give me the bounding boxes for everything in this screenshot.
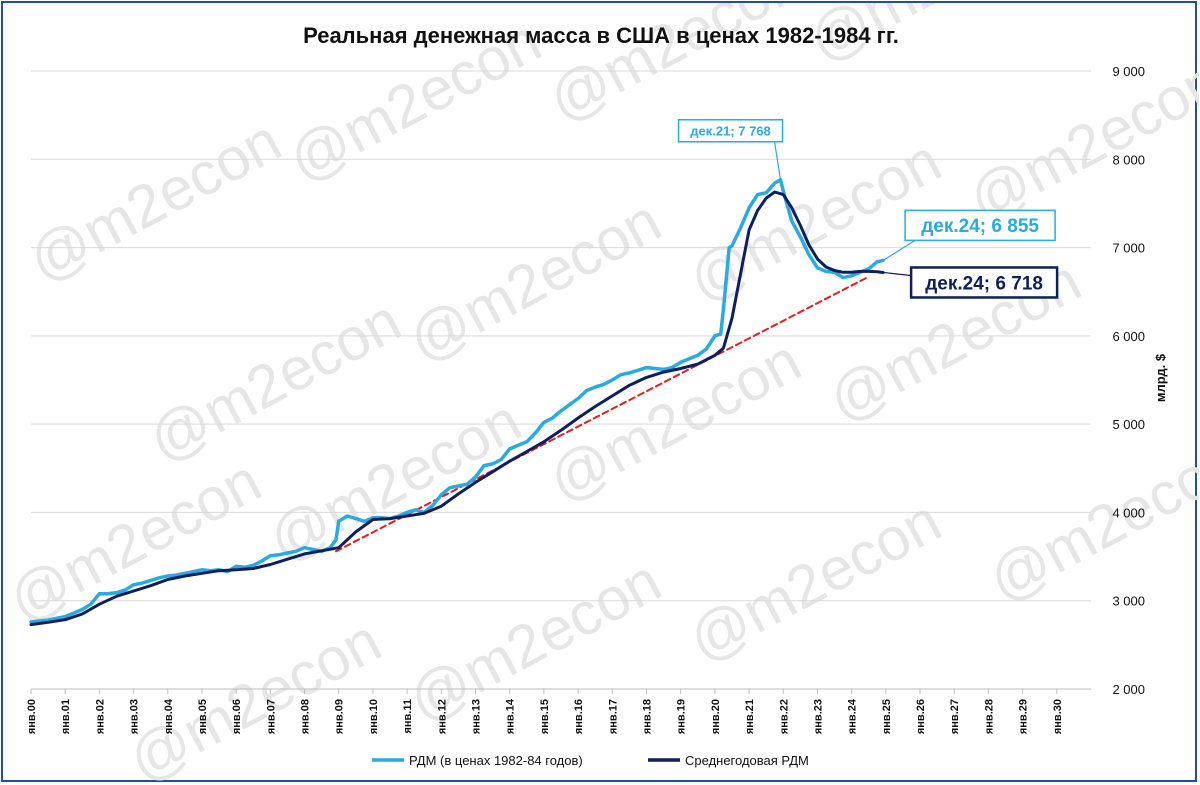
y-tick-label: 4 000 [1112, 505, 1145, 520]
chart-canvas: @m2econ@m2econ@m2econ@m2econ@m2econ @m2ec… [3, 3, 1199, 784]
watermarks: @m2econ@m2econ@m2econ@m2econ@m2econ @m2ec… [3, 3, 1199, 784]
annotations: дек.21; 7 768 дек.24; 6 855 дек.24; 6 718 [677, 119, 1059, 299]
x-tick-label: янв.23 [812, 699, 824, 734]
y-tick-label: 5 000 [1112, 417, 1145, 432]
x-tick-label: янв.00 [26, 699, 38, 734]
y-tick-label: 2 000 [1112, 682, 1145, 697]
watermark-text: @m2econ [258, 387, 532, 575]
x-tick-label: янв.25 [881, 699, 893, 734]
x-tick-label: янв.30 [1052, 699, 1064, 734]
x-tick-label: янв.26 [915, 699, 927, 734]
x-tick-label: янв.02 [94, 699, 106, 734]
x-tick-label: янв.19 [676, 699, 688, 734]
watermark-text: @m2econ [678, 487, 952, 675]
annotation-label: дек.24; 6 718 [925, 273, 1043, 294]
x-tick-label: янв.04 [163, 698, 175, 734]
x-tick-label: янв.03 [129, 699, 141, 734]
x-tick-label: янв.16 [573, 699, 585, 734]
grid [31, 70, 1091, 690]
watermark-text: @m2econ [118, 607, 392, 784]
x-tick-label: янв.17 [607, 699, 619, 734]
x-tick-label: янв.07 [265, 699, 277, 734]
x-tick-label: янв.11 [402, 699, 414, 734]
x-tick-label: янв.13 [471, 699, 483, 734]
x-tick-label: янв.21 [744, 699, 756, 734]
series-lines [29, 178, 885, 627]
watermark-text: @m2econ [978, 427, 1199, 615]
legend: РДМ (в ценах 1982-84 годов) Среднегодова… [372, 753, 809, 768]
x-tick-label: янв.15 [539, 699, 551, 734]
annotation-box [904, 209, 1056, 242]
series-line-rdm [29, 178, 885, 624]
annotation-box [677, 119, 784, 143]
x-tick-label: янв.14 [505, 698, 517, 734]
x-tick-label: янв.06 [231, 699, 243, 734]
x-tick-label: янв.28 [983, 699, 995, 734]
x-tick-label: янв.10 [368, 699, 380, 734]
annotation-box [909, 266, 1059, 299]
x-tick-label: янв.20 [710, 699, 722, 734]
x-tick-label: янв.09 [334, 699, 346, 734]
annotation-label: дек.24; 6 855 [921, 216, 1039, 237]
legend-label-avg: Среднегодовая РДМ [685, 753, 809, 768]
x-ticks: янв.00 янв.01 янв.02 янв.03 янв.04 янв.05 янв.… [26, 689, 1064, 734]
y-tick-label: 6 000 [1112, 329, 1145, 344]
x-tick-label: янв.29 [1018, 699, 1030, 734]
x-tick-label: янв.18 [641, 699, 653, 734]
chart-title: Реальная денежная масса в США в ценах 19… [303, 23, 899, 48]
x-tick-label: янв.24 [847, 698, 859, 734]
x-tick-label: янв.08 [300, 699, 312, 734]
annotation-leader [773, 141, 782, 180]
x-tick-label: янв.27 [949, 699, 961, 734]
watermark-text: @m2econ [138, 287, 412, 475]
legend-label-rdm: РДМ (в ценах 1982-84 годов) [409, 753, 583, 768]
trend-line [335, 276, 868, 553]
x-tick-label: янв.22 [778, 699, 790, 734]
watermark-text: @m2econ [3, 447, 271, 635]
x-tick-label: янв.01 [60, 699, 72, 734]
y-ticks: 2 000 3 000 4 000 5 000 6 000 7 000 8 000 9 000 [1112, 64, 1145, 697]
watermark-text: @m2econ [398, 187, 672, 375]
watermark-text: @m2econ [18, 107, 292, 295]
y-axis-label: млрд. $ [1153, 353, 1168, 402]
annotation-label: дек.21; 7 768 [690, 123, 771, 138]
x-tick-label: янв.05 [197, 699, 209, 734]
y-tick-label: 3 000 [1112, 594, 1145, 609]
watermark-text: @m2econ [958, 47, 1199, 235]
x-tick-label: янв.12 [436, 699, 448, 734]
y-tick-label: 9 000 [1112, 64, 1145, 79]
y-tick-label: 8 000 [1112, 152, 1145, 167]
watermark-text: @m2econ [538, 327, 812, 515]
y-tick-label: 7 000 [1112, 241, 1145, 256]
series-line-avg [29, 190, 885, 627]
annotation-leader [883, 271, 912, 277]
annotation-leader [882, 239, 916, 261]
